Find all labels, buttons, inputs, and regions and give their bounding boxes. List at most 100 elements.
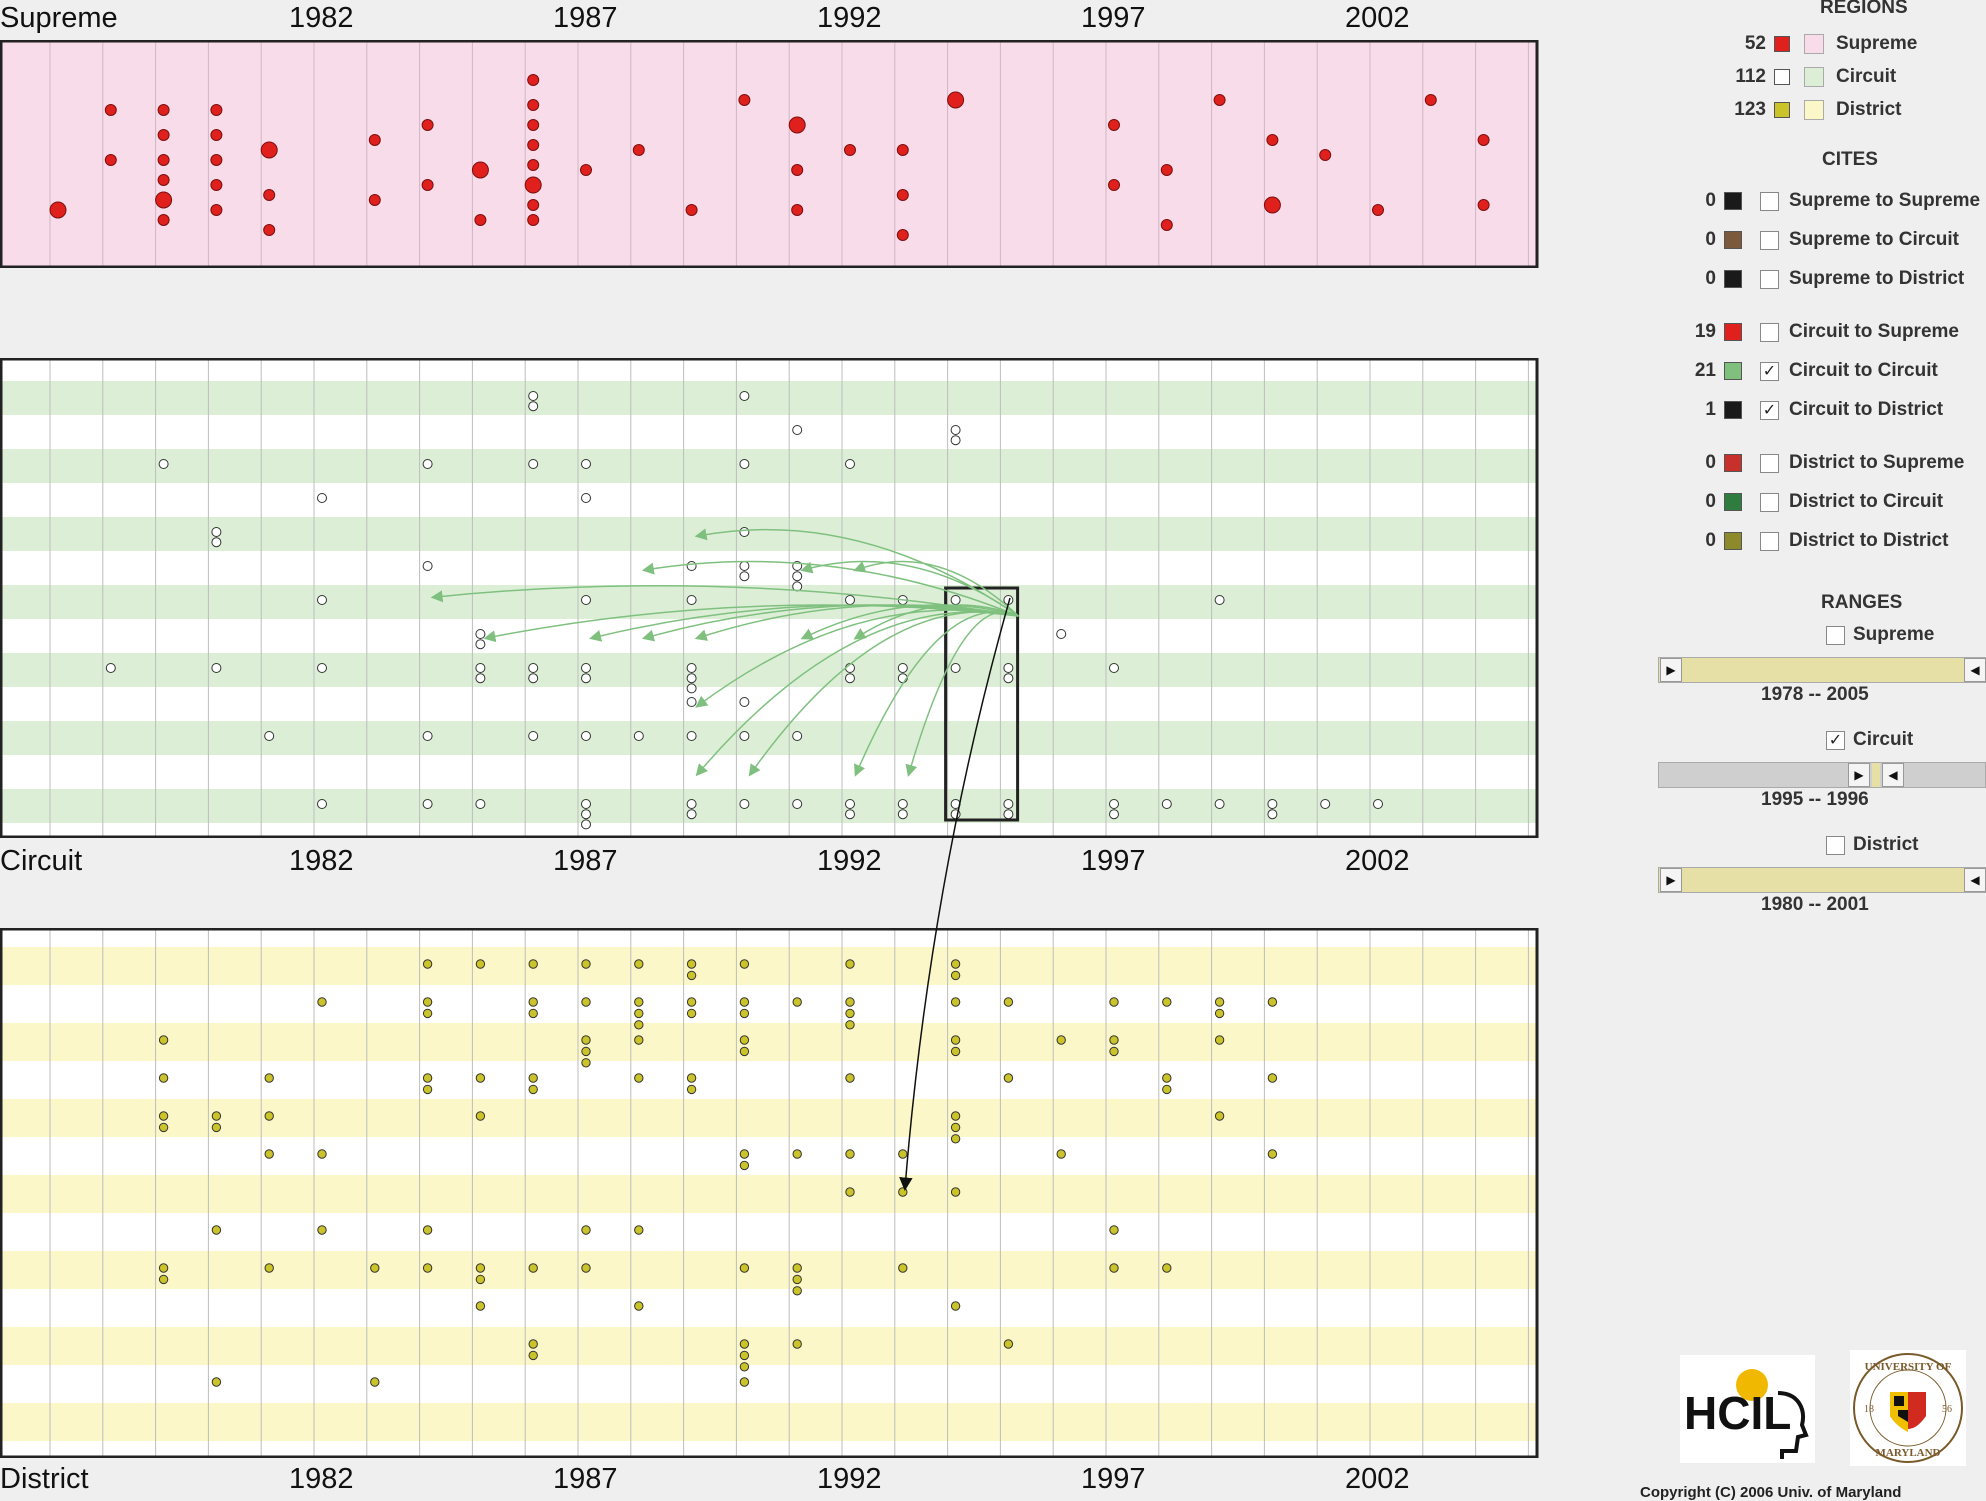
cite-checkbox[interactable] <box>1760 191 1779 211</box>
supreme-case-point <box>527 99 540 111</box>
supreme-case-point <box>157 104 170 116</box>
district-case-point <box>158 1122 169 1133</box>
range-slider-circuit[interactable] <box>1658 762 1986 788</box>
district-case-point <box>739 1377 750 1387</box>
circuit-case-point <box>475 639 486 650</box>
row-band <box>0 789 1538 823</box>
range-toggle-circuit[interactable]: ✓ Circuit <box>1826 727 1913 753</box>
circuit-case-point <box>528 459 539 469</box>
range-checkbox[interactable] <box>1826 835 1845 855</box>
cite-color-swatch[interactable] <box>1724 532 1742 550</box>
cite-checkbox[interactable] <box>1760 492 1779 512</box>
cite-color-swatch[interactable] <box>1724 401 1742 419</box>
region-color-swatch[interactable] <box>1774 69 1790 85</box>
cite-checkbox[interactable] <box>1760 230 1779 250</box>
region-band-swatch[interactable] <box>1804 100 1824 120</box>
supreme-case-point <box>260 141 278 159</box>
district-case-point <box>422 1073 433 1083</box>
circuit-case-point <box>422 561 433 571</box>
supreme-case-point <box>844 144 856 156</box>
supreme-timeline-panel[interactable] <box>0 40 1545 268</box>
range-toggle-district[interactable]: District <box>1826 832 1918 858</box>
cite-color-swatch[interactable] <box>1724 362 1742 380</box>
supreme-case-point <box>49 201 67 219</box>
region-color-swatch[interactable] <box>1774 102 1790 118</box>
supreme-case-point <box>155 191 173 209</box>
cite-color-swatch[interactable] <box>1724 323 1742 341</box>
district-case-point <box>422 997 433 1007</box>
circuit-case-point <box>739 731 750 741</box>
district-case-point <box>475 959 486 969</box>
district-case-point <box>634 1008 644 1019</box>
range-slider-right-thumb[interactable]: ◀ <box>1882 763 1904 787</box>
circuit-case-point <box>581 673 591 684</box>
range-checkbox[interactable] <box>1826 625 1845 645</box>
circuit-case-point <box>1003 673 1014 684</box>
region-band-swatch[interactable] <box>1804 67 1824 87</box>
district-case-point <box>950 1035 961 1045</box>
range-toggle-supreme[interactable]: Supreme <box>1826 622 1934 648</box>
cite-color-swatch[interactable] <box>1724 493 1742 511</box>
district-case-point <box>792 1263 802 1273</box>
cite-row[interactable]: 21 ✓ Circuit to Circuit <box>1680 358 1938 384</box>
range-slider-right-thumb[interactable]: ◀ <box>1964 658 1986 682</box>
range-slider-left-thumb[interactable]: ▶ <box>1660 658 1682 682</box>
region-row-circuit[interactable]: 112 Circuit <box>1720 64 1896 90</box>
circuit-case-point <box>581 595 591 605</box>
range-slider-left-thumb[interactable]: ▶ <box>1848 763 1870 787</box>
cite-color-swatch[interactable] <box>1724 231 1742 249</box>
supreme-case-point <box>896 144 909 156</box>
region-row-district[interactable]: 123 District <box>1720 97 1901 123</box>
range-slider-selection[interactable] <box>1872 763 1880 787</box>
row-band <box>0 1023 1538 1061</box>
circuit-case-point <box>1214 799 1225 809</box>
svg-text:MARYLAND: MARYLAND <box>1876 1447 1941 1459</box>
cite-color-swatch[interactable] <box>1724 454 1742 472</box>
cite-checkbox[interactable] <box>1760 322 1779 342</box>
supreme-case-point <box>527 139 540 151</box>
range-slider-district[interactable] <box>1658 867 1986 893</box>
district-case-point <box>1214 997 1225 1007</box>
circuit-case-point <box>845 809 855 820</box>
cite-checkbox[interactable]: ✓ <box>1760 400 1779 420</box>
district-case-point <box>634 1225 644 1235</box>
cite-row[interactable]: 19 Circuit to Supreme <box>1680 319 1959 345</box>
district-case-point <box>528 1084 538 1095</box>
cite-checkbox[interactable] <box>1760 531 1779 551</box>
district-case-point <box>950 1301 961 1311</box>
supreme-case-point <box>263 224 276 236</box>
range-checkbox[interactable]: ✓ <box>1826 730 1845 750</box>
cite-row[interactable]: 0 District to District <box>1680 528 1948 554</box>
region-color-swatch[interactable] <box>1774 36 1790 52</box>
cite-row[interactable]: 1 ✓ Circuit to District <box>1680 397 1943 423</box>
range-slider-right-thumb[interactable]: ◀ <box>1964 868 1986 892</box>
cite-row[interactable]: 0 District to Circuit <box>1680 489 1943 515</box>
cite-checkbox[interactable]: ✓ <box>1760 361 1779 381</box>
circuit-case-point <box>581 799 591 809</box>
region-band-swatch[interactable] <box>1804 34 1824 54</box>
supreme-case-point <box>524 176 542 194</box>
circuit-case-point <box>739 697 750 707</box>
circuit-timeline-panel[interactable] <box>0 358 1545 838</box>
cite-row[interactable]: 0 Supreme to Circuit <box>1680 227 1959 253</box>
region-row-supreme[interactable]: 52 Supreme <box>1720 31 1917 57</box>
range-slider-left-thumb[interactable]: ▶ <box>1660 868 1682 892</box>
cite-row[interactable]: 0 District to Supreme <box>1680 450 1964 476</box>
district-case-point <box>1109 1263 1119 1273</box>
cite-checkbox[interactable] <box>1760 269 1779 289</box>
cite-label: Circuit to Circuit <box>1789 360 1938 381</box>
circuit-case-point <box>686 595 697 605</box>
cite-row[interactable]: 0 Supreme to Supreme <box>1680 188 1980 214</box>
cite-color-swatch[interactable] <box>1724 192 1742 210</box>
district-timeline-panel[interactable] <box>0 928 1545 1458</box>
cite-color-swatch[interactable] <box>1724 270 1742 288</box>
range-slider-supreme[interactable] <box>1658 657 1986 683</box>
district-case-point <box>581 1058 591 1068</box>
district-case-point <box>1267 1073 1278 1083</box>
circuit-case-point <box>1109 809 1119 820</box>
cite-checkbox[interactable] <box>1760 453 1779 473</box>
district-case-point <box>686 959 697 969</box>
cite-row[interactable]: 0 Supreme to District <box>1680 266 1964 292</box>
district-case-point <box>1109 997 1119 1007</box>
row-band <box>0 947 1538 985</box>
